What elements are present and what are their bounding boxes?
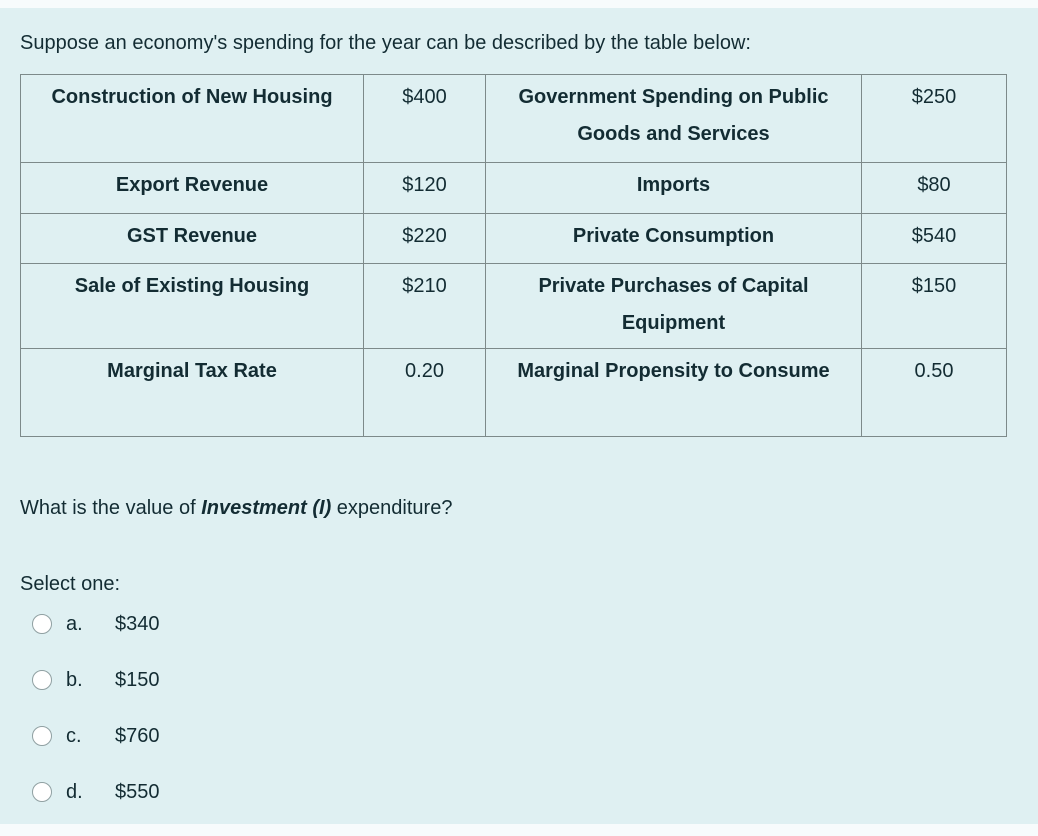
option-value: $550 [115, 780, 160, 803]
expense-label: Private Consumption [485, 213, 862, 264]
radio-option-a-icon[interactable] [32, 614, 52, 634]
radio-option-c-icon[interactable] [32, 726, 52, 746]
question-suffix: expenditure? [331, 497, 453, 519]
expense-value: $210 [363, 263, 486, 349]
expense-value: $400 [363, 74, 486, 163]
expense-label: Construction of New Housing [20, 74, 364, 163]
answer-option-b[interactable]: b. $150 [32, 667, 1018, 693]
option-letter: b. [66, 668, 83, 691]
select-one-prompt: Select one: [20, 573, 121, 595]
expense-value: $250 [861, 74, 1007, 163]
question-panel: Suppose an economy's spending for the ye… [0, 8, 1038, 824]
table-row: GST Revenue $220 Private Consumption $54… [20, 213, 1007, 264]
option-letter: a. [66, 612, 83, 635]
answer-option-c[interactable]: c. $760 [32, 723, 1018, 749]
expense-label: Government Spending on Public Goods and … [485, 74, 862, 163]
expense-label: Imports [485, 162, 862, 214]
expense-value: 0.50 [861, 348, 1007, 437]
expense-value: 0.20 [363, 348, 486, 437]
table-row: Marginal Tax Rate 0.20 Marginal Propensi… [20, 348, 1007, 437]
expense-label: Sale of Existing Housing [20, 263, 364, 349]
investment-emphasis: Investment (I) [201, 497, 332, 519]
options-list: a. $340 b. $150 c. $760 d. $550 [32, 611, 1018, 805]
answer-option-d[interactable]: d. $550 [32, 779, 1018, 805]
expense-value: $540 [861, 213, 1007, 264]
expense-label: GST Revenue [20, 213, 364, 264]
question-text: What is the value of Investment (I) expe… [20, 495, 1018, 521]
answer-option-a[interactable]: a. $340 [32, 611, 1018, 637]
option-value: $340 [115, 612, 160, 635]
expense-value: $120 [363, 162, 486, 214]
expense-label: Marginal Propensity to Consume [485, 348, 862, 437]
expense-value: $220 [363, 213, 486, 264]
option-value: $150 [115, 668, 160, 691]
radio-option-d-icon[interactable] [32, 782, 52, 802]
intro-text: Suppose an economy's spending for the ye… [20, 32, 751, 54]
table-row: Construction of New Housing $400 Governm… [20, 74, 1007, 163]
radio-option-b-icon[interactable] [32, 670, 52, 690]
expense-label: Marginal Tax Rate [20, 348, 364, 437]
option-letter: d. [66, 780, 83, 803]
table-row: Export Revenue $120 Imports $80 [20, 162, 1007, 214]
option-value: $760 [115, 724, 160, 747]
spending-table: Construction of New Housing $400 Governm… [20, 74, 1007, 437]
table-row: Sale of Existing Housing $210 Private Pu… [20, 263, 1007, 349]
option-letter: c. [66, 724, 82, 747]
expense-value: $80 [861, 162, 1007, 214]
question-prefix: What is the value of [20, 497, 202, 519]
expense-label: Private Purchases of Capital Equipment [485, 263, 862, 349]
expense-label: Export Revenue [20, 162, 364, 214]
expense-value: $150 [861, 263, 1007, 349]
